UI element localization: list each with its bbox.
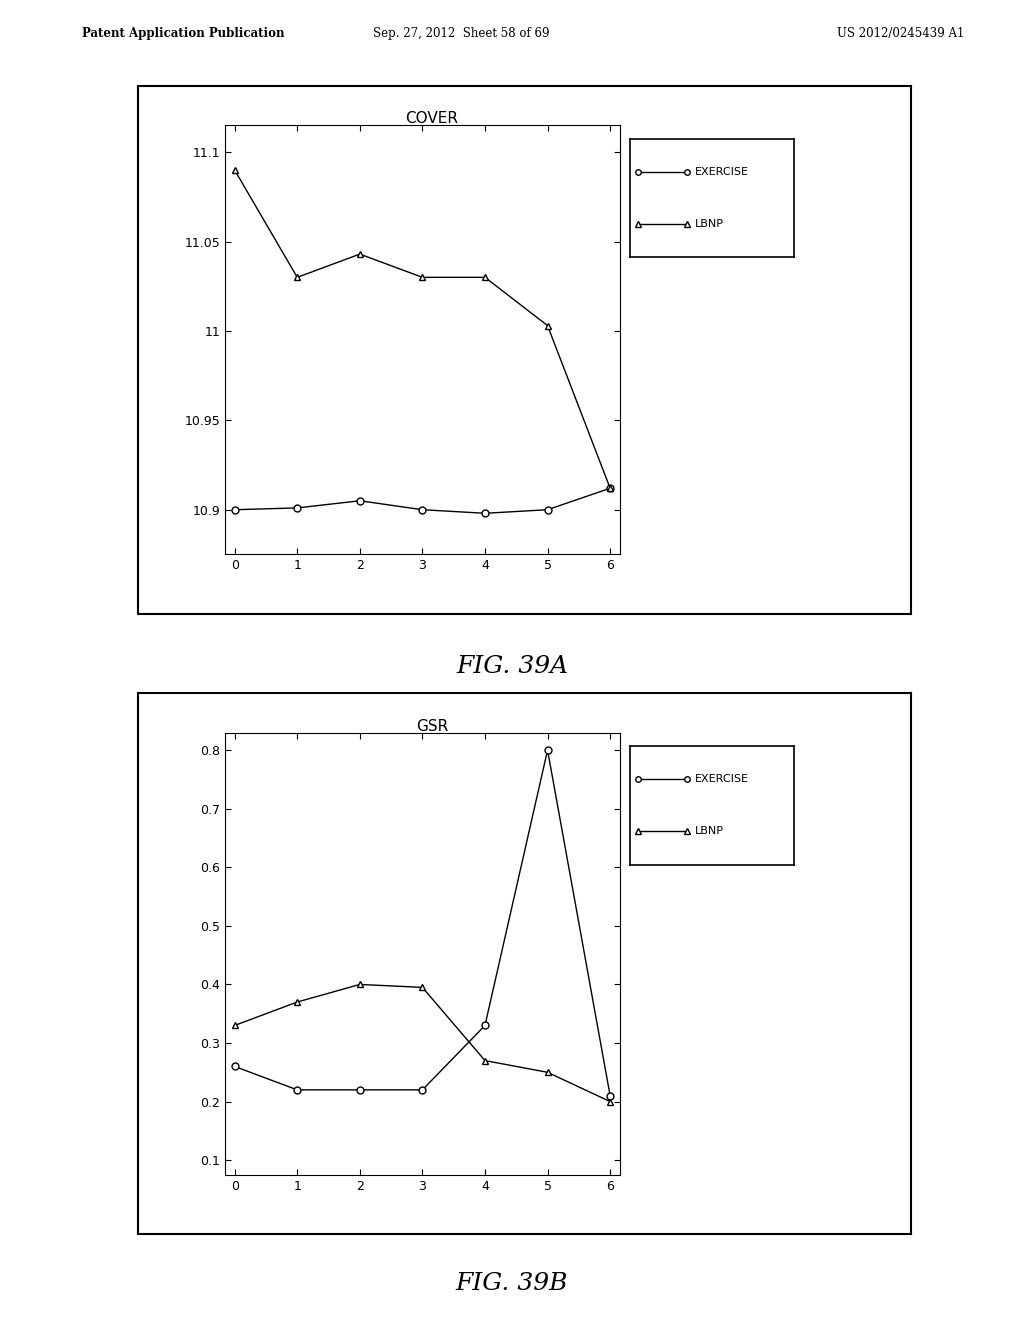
EXERCISE [604, 1088, 616, 1104]
EXERCISE [291, 500, 303, 516]
LBNP [479, 1052, 492, 1068]
LBNP [604, 480, 616, 496]
LBNP [604, 1094, 616, 1110]
EXERCISE [353, 1082, 366, 1098]
Text: EXERCISE: EXERCISE [695, 774, 750, 784]
LBNP [291, 994, 303, 1010]
Text: FIG. 39A: FIG. 39A [456, 655, 568, 678]
Text: GSR: GSR [416, 718, 449, 734]
Text: US 2012/0245439 A1: US 2012/0245439 A1 [838, 26, 965, 40]
Text: COVER: COVER [406, 111, 459, 127]
LBNP [542, 318, 554, 334]
LBNP [416, 979, 429, 995]
Text: EXERCISE: EXERCISE [695, 166, 750, 177]
LBNP [353, 977, 366, 993]
EXERCISE [228, 502, 241, 517]
EXERCISE [228, 1059, 241, 1074]
LBNP [479, 269, 492, 285]
LBNP [542, 1064, 554, 1080]
Text: Sep. 27, 2012  Sheet 58 of 69: Sep. 27, 2012 Sheet 58 of 69 [373, 26, 549, 40]
LBNP [291, 269, 303, 285]
EXERCISE [479, 506, 492, 521]
LBNP [416, 269, 429, 285]
EXERCISE [479, 1018, 492, 1034]
Line: LBNP: LBNP [231, 981, 613, 1105]
EXERCISE [542, 502, 554, 517]
EXERCISE [604, 480, 616, 496]
EXERCISE [542, 742, 554, 758]
EXERCISE [353, 492, 366, 508]
LBNP [228, 1018, 241, 1034]
EXERCISE [416, 1082, 429, 1098]
Text: LBNP: LBNP [695, 219, 724, 230]
EXERCISE [416, 502, 429, 517]
EXERCISE [291, 1082, 303, 1098]
Text: FIG. 39B: FIG. 39B [456, 1271, 568, 1295]
Text: Patent Application Publication: Patent Application Publication [82, 26, 285, 40]
Text: LBNP: LBNP [695, 826, 724, 837]
Line: EXERCISE: EXERCISE [231, 484, 613, 516]
Line: LBNP: LBNP [231, 166, 613, 492]
LBNP [353, 247, 366, 263]
LBNP [228, 162, 241, 178]
Line: EXERCISE: EXERCISE [231, 747, 613, 1100]
